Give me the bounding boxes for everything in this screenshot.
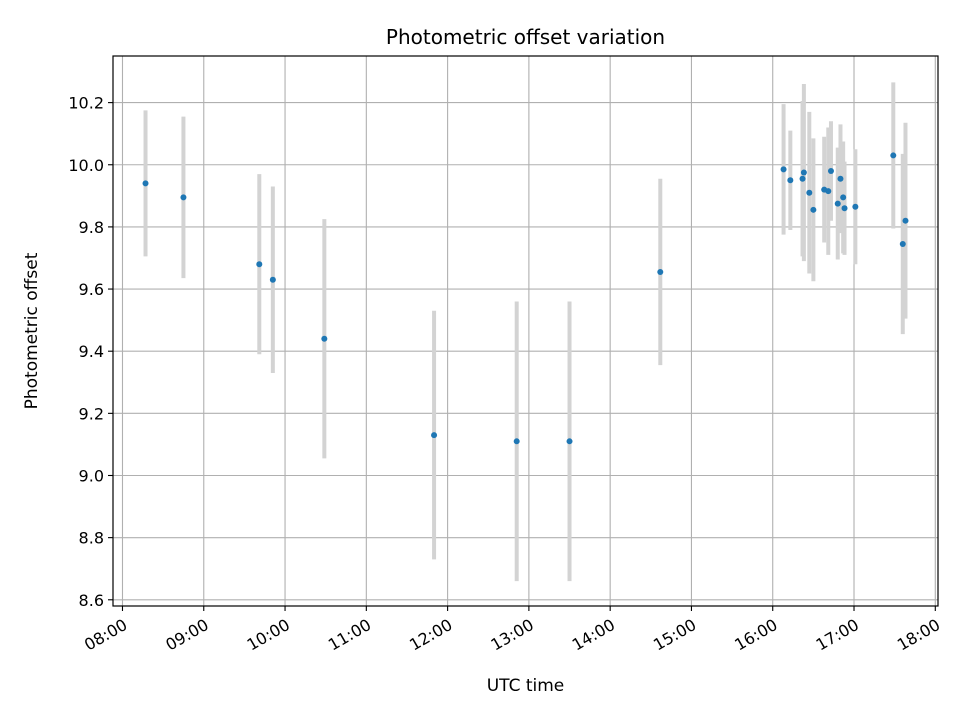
y-tick-label: 9.4 [79,342,104,361]
data-point [841,205,848,212]
y-tick-label: 8.6 [79,591,104,610]
y-tick-label: 9.0 [79,466,104,485]
data-point [810,206,817,213]
chart-title: Photometric offset variation [386,25,665,49]
data-point [657,268,664,275]
data-point [566,438,573,445]
data-point [834,200,841,207]
y-tick-label: 8.8 [79,529,104,548]
data-point [840,194,847,201]
data-point [256,261,263,268]
data-point [799,175,806,182]
data-point [806,189,813,196]
data-point [513,438,520,445]
data-point [902,217,909,224]
grid [113,56,938,606]
data-points [142,152,909,445]
data-point [827,167,834,174]
data-point [142,180,149,187]
y-tick-label: 10.2 [68,94,104,113]
plot-frame [112,55,939,607]
data-point [269,276,276,283]
y-tick-label: 9.8 [79,218,104,237]
y-axis-label: Photometric offset [22,252,42,409]
data-point [899,240,906,247]
data-point [180,194,187,201]
data-point [890,152,897,159]
x-axis-label: UTC time [487,676,565,696]
data-point [321,335,328,342]
y-tick-label: 10.0 [68,156,104,175]
data-point [852,203,859,210]
y-tick-label: 9.2 [79,404,104,423]
data-point [780,166,787,173]
data-point [431,432,438,439]
data-point [787,177,794,184]
y-tick-label: 9.6 [79,280,104,299]
data-point [825,188,832,195]
data-point [837,175,844,182]
data-point [800,169,807,176]
